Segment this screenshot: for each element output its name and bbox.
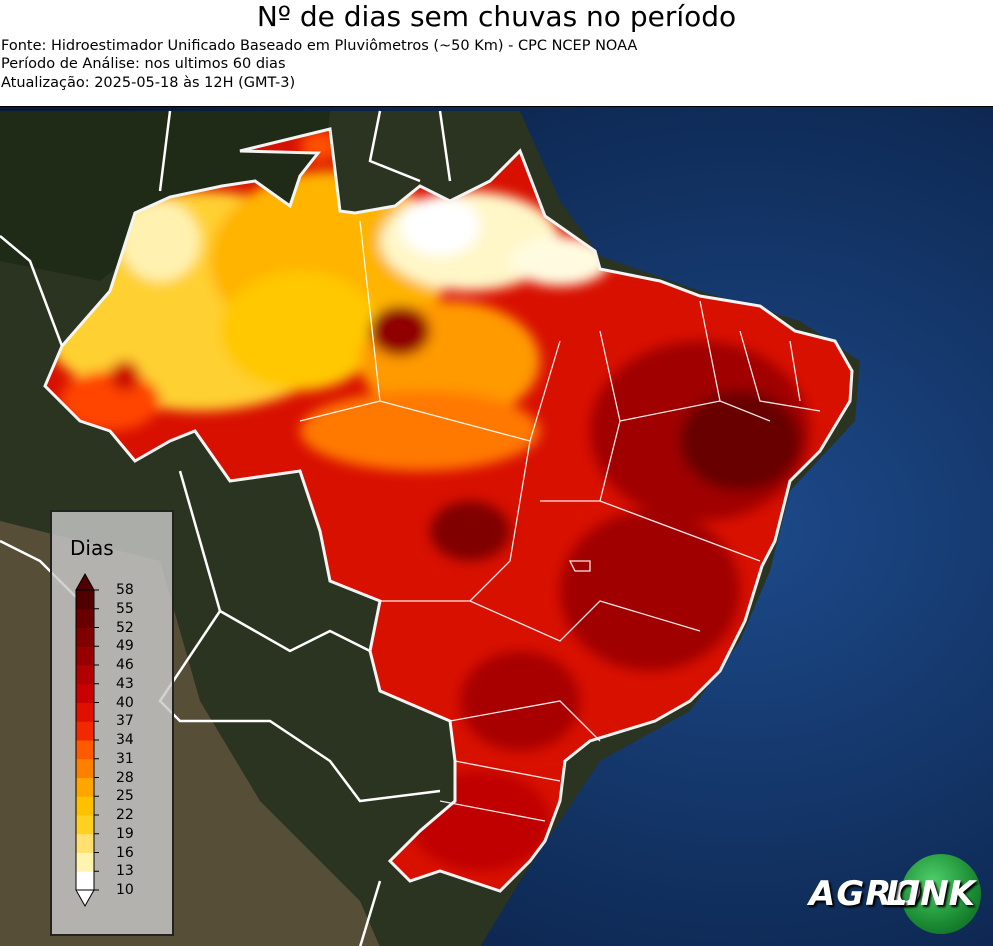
header: Nº de dias sem chuvas no período Fonte: …	[0, 0, 993, 106]
colorbar-band	[76, 627, 94, 647]
colorbar-band	[76, 590, 94, 610]
colorbar-band	[76, 871, 94, 891]
colorbar-tick-label: 13	[116, 863, 134, 880]
colorbar-tick-label: 22	[116, 807, 134, 823]
period-text: Período de Análise: nos ultimos 60 dias	[1, 56, 286, 72]
colorbar-tick-label: 55	[116, 600, 134, 617]
colorbar-tick-label: 40	[116, 694, 134, 711]
agrolink-logo: AGRO LINK	[809, 854, 981, 938]
colorbar-band	[76, 721, 94, 741]
colorbar-band	[76, 608, 94, 628]
map-title: Nº de dias sem chuvas no período	[256, 0, 737, 33]
colorbar-band	[76, 852, 94, 872]
colorbar-band	[76, 740, 94, 760]
colorbar-max-arrow	[75, 572, 95, 591]
colorbar-tick-label: 58	[116, 582, 134, 598]
colorbar-band	[76, 702, 94, 722]
colorbar-band	[76, 665, 94, 685]
colorbar-tick-label: 19	[116, 825, 134, 842]
colorbar-tick-label: 37	[116, 713, 134, 730]
colorbar-band	[76, 796, 94, 816]
colorbar-band	[76, 683, 94, 703]
source-text: Fonte: Hidroestimador Unificado Baseado …	[1, 38, 638, 54]
logo-circle-icon	[901, 854, 981, 934]
colorbar-tick-label: 25	[116, 788, 134, 805]
colorbar-tick-label: 46	[116, 657, 134, 673]
logo-text-link: LINK	[885, 874, 975, 914]
updated-text: Atualização: 2025-05-18 às 12H (GMT-3)	[1, 75, 296, 91]
colorbar-tick-label: 28	[116, 769, 134, 786]
colorbar-band	[76, 758, 94, 778]
colorbar	[75, 572, 99, 908]
colorbar-band	[76, 815, 94, 835]
colorbar-tick-label: 31	[116, 750, 134, 767]
colorbar-band	[76, 646, 94, 666]
colorbar-band	[76, 833, 94, 853]
colorbar-tick-label: 34	[116, 732, 134, 748]
legend-title: Dias	[70, 536, 114, 560]
colorbar-tick-label: 52	[116, 619, 134, 636]
colorbar-legend: Dias 58 55 52 49 46 43 40 37 34 31 28 25 22 19 16 13 10	[50, 510, 174, 936]
colorbar-tick-label: 49	[116, 638, 134, 655]
colorbar-min-arrow	[75, 889, 95, 908]
colorbar-tick-label: 43	[116, 675, 134, 692]
colorbar-tick-label: 16	[116, 844, 134, 861]
colorbar-tick-label: 10	[116, 882, 134, 898]
colorbar-band	[76, 777, 94, 797]
logo-text-agro: AGRO	[809, 874, 923, 914]
